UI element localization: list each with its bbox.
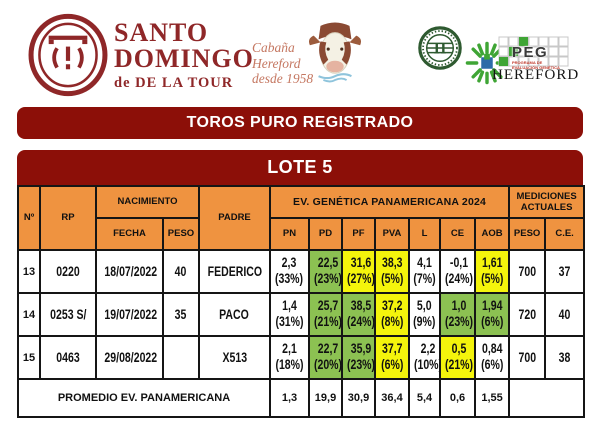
- cell-l: 5,0 (9%): [408, 292, 441, 337]
- cell-pd: 22,7 (20%): [308, 335, 343, 380]
- col-header-ce: CE: [439, 217, 476, 251]
- footer-pd: 19,9: [308, 378, 343, 418]
- title-banner: TOROS PURO REGISTRADO: [17, 107, 583, 139]
- cell-pva: 37,7 (6%): [374, 335, 410, 380]
- cell-rp: 0220: [39, 249, 97, 294]
- col-header-pn: PN: [269, 217, 310, 251]
- footer-pn: 1,3: [269, 378, 310, 418]
- cell-pd: 25,7 (21%): [308, 292, 343, 337]
- cell-ce-actual: 37: [544, 249, 586, 294]
- footer-aob: 1,55: [473, 378, 511, 418]
- cell-padre: FEDERICO: [198, 249, 271, 294]
- cell-l: 2,2 (10%): [408, 335, 441, 380]
- lote-banner: LOTE 5: [17, 150, 583, 185]
- cell-pn: 2,3 (33%): [269, 249, 310, 294]
- peg-subtitle-line-2: EVALUACIÓN GENÉTICA: [512, 64, 560, 70]
- col-header-mediciones: MEDICIONES ACTUALES: [508, 185, 586, 219]
- cell-padre: PACO: [198, 292, 271, 337]
- brand-line-3: de DE LA TOUR: [114, 75, 234, 91]
- cell-pn: 2,1 (18%): [269, 335, 310, 380]
- peg-logo: PEG PROGRAMA DE EVALUACIÓN GENÉTICA HERE…: [464, 36, 582, 92]
- cell-aob: 1,61 (5%): [473, 249, 511, 294]
- cell-padre: X513: [198, 335, 271, 380]
- col-header-peso-actual: PESO: [508, 217, 547, 251]
- peg-subtitle: PROGRAMA DE EVALUACIÓN GENÉTICA: [512, 60, 560, 70]
- lote5-table: Nº RP NACIMIENTO PADRE EV. GENÉTICA PANA…: [17, 185, 586, 418]
- cell-pf: 38,5 (24%): [341, 292, 376, 337]
- cell-fecha: 29/08/2022: [95, 335, 164, 380]
- col-header-rp: RP: [39, 185, 97, 251]
- col-header-nacimiento: NACIMIENTO: [95, 185, 200, 219]
- cell-aob: 1,94 (6%): [473, 292, 511, 337]
- col-header-ev-genetica: EV. GENÉTICA PANAMERICANA 2024: [268, 185, 511, 219]
- brand-line-1: SANTO: [114, 18, 209, 47]
- footer-l: 5,4: [408, 378, 441, 418]
- peg-subtitle-line-1: PROGRAMA DE: [512, 60, 543, 65]
- cell-n: 15: [17, 335, 41, 380]
- cell-ce-actual: 38: [544, 335, 586, 380]
- col-header-padre: PADRE: [198, 185, 271, 251]
- col-header-peso-nac: PESO: [162, 217, 200, 251]
- col-header-l: L: [408, 217, 441, 251]
- cell-peso-nac: [162, 335, 200, 380]
- cell-ce: 0,5 (21%): [439, 335, 476, 380]
- cell-pva: 38,3 (5%): [374, 249, 410, 294]
- footer-ce: 0,6: [439, 378, 476, 418]
- cell-n: 14: [17, 292, 41, 337]
- col-header-fecha: FECHA: [95, 217, 164, 251]
- col-header-n: Nº: [17, 185, 41, 251]
- footer-pva: 36,4: [374, 378, 410, 418]
- footer-empty: [508, 378, 586, 418]
- peg-starburst-icon: [465, 41, 509, 85]
- table-footer-row: PROMEDIO EV. PANAMERICANA 1,3 19,9 30,9 …: [17, 378, 586, 418]
- cell-pn: 1,4 (31%): [269, 292, 310, 337]
- peg-wordmark: PEG: [512, 44, 549, 61]
- peg-grid-icon: [498, 36, 569, 67]
- footer-pf: 30,9: [341, 378, 376, 418]
- cell-peso-nac: 35: [162, 292, 200, 337]
- cell-peso-actual: 700: [508, 335, 547, 380]
- table-row-15: 15 0463 29/08/2022 X513 2,1 (18%) 22,7 (…: [17, 335, 586, 380]
- cell-peso-nac: 40: [162, 249, 200, 294]
- cell-aob: 0,84 (6%): [473, 335, 511, 380]
- cell-rp: 0253 S/: [39, 292, 97, 337]
- table-row-13: 13 0220 18/07/2022 40 FEDERICO 2,3 (33%)…: [17, 249, 586, 294]
- santo-domingo-logo: [28, 13, 108, 97]
- brand-tagline: Cabaña Hereford desde 1958: [252, 40, 313, 87]
- table-row-14: 14 0253 S/ 19/07/2022 35 PACO 1,4 (31%) …: [17, 292, 586, 337]
- footer-label: PROMEDIO EV. PANAMERICANA: [17, 378, 271, 418]
- col-header-aob: AOB: [473, 217, 511, 251]
- tagline-line-3: desde 1958: [252, 71, 314, 86]
- cell-ce-actual: 40: [544, 292, 586, 337]
- cell-rp: 0463: [39, 335, 97, 380]
- hereford-association-logo: H: [418, 26, 462, 70]
- cell-ce: 1,0 (23%): [439, 292, 476, 337]
- tagline-line-1: Cabaña: [252, 40, 295, 55]
- peg-hereford-wordmark: HEREFORD: [492, 67, 580, 83]
- cell-n: 13: [17, 249, 41, 294]
- cell-pd: 22,5 (23%): [308, 249, 343, 294]
- col-header-pva: PVA: [374, 217, 410, 251]
- brand-name: SANTO DOMINGO de DE LA TOUR: [114, 20, 254, 92]
- tagline-line-2: Hereford: [252, 55, 301, 71]
- hereford-cow-head-icon: [308, 22, 362, 83]
- cell-peso-actual: 720: [508, 292, 547, 337]
- cell-pva: 37,2 (8%): [374, 292, 410, 337]
- cell-peso-actual: 700: [508, 249, 547, 294]
- cell-pf: 31,6 (27%): [341, 249, 376, 294]
- col-header-pf: PF: [341, 217, 376, 251]
- svg-text:H: H: [434, 41, 446, 58]
- cell-ce: -0,1 (24%): [439, 249, 476, 294]
- col-header-pd: PD: [308, 217, 343, 251]
- col-header-ce-actual: C.E.: [544, 217, 586, 251]
- brand-line-2: DOMINGO: [114, 44, 254, 73]
- cell-fecha: 18/07/2022: [95, 249, 164, 294]
- cell-pf: 35,9 (23%): [341, 335, 376, 380]
- cell-l: 4,1 (7%): [408, 249, 441, 294]
- cell-fecha: 19/07/2022: [95, 292, 164, 337]
